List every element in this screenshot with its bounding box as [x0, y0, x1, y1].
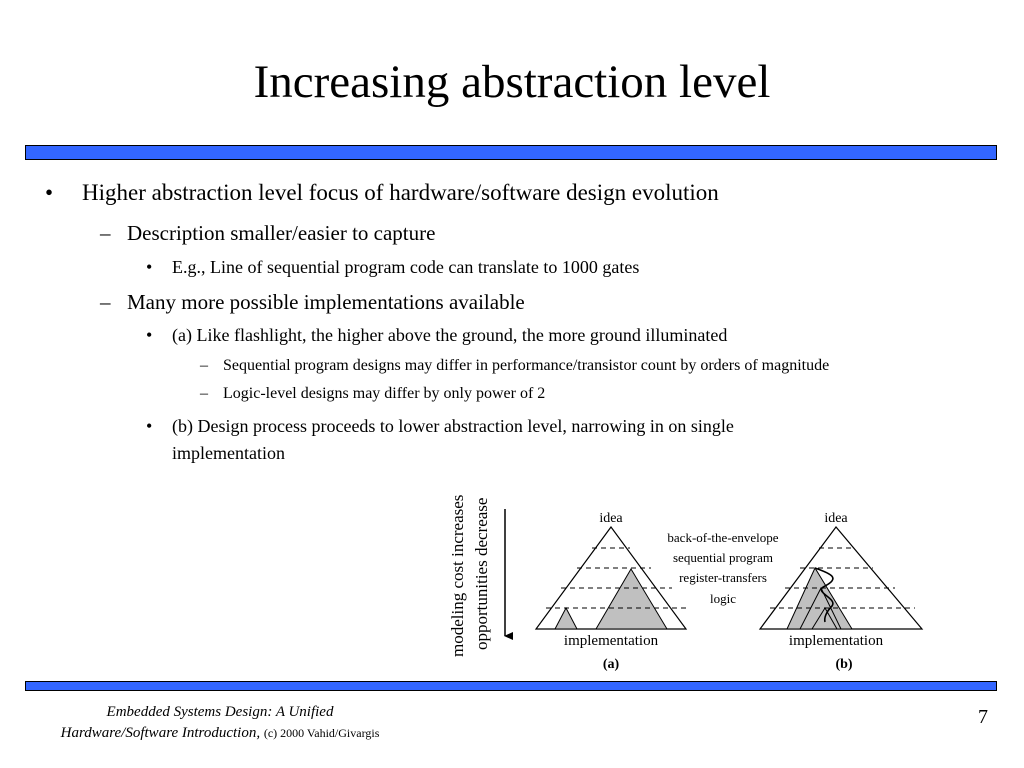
level-label-logic: logic	[710, 591, 736, 606]
narrowing-path-curve	[814, 567, 834, 623]
sub-bullet-text: Description smaller/easier to capture	[127, 221, 436, 245]
level-label-sequential-program: sequential program	[673, 550, 773, 565]
pyramid-a-wide-shaded-region	[595, 568, 668, 630]
page-number: 7	[978, 706, 988, 728]
axis-label-opportunities: opportunities decrease	[472, 498, 491, 650]
pyramid-b-caption: (b)	[835, 657, 852, 672]
pyramid-a: idea implementation (a)	[534, 511, 688, 672]
pyramid-a-top-label: idea	[599, 511, 623, 526]
axis-label-modeling-cost: modeling cost increases	[448, 495, 467, 657]
pyramid-b-top-label: idea	[824, 511, 848, 526]
pyramid-a-caption: (a)	[603, 657, 620, 672]
sub-sub-bullet-text-continued: implementation	[172, 443, 285, 463]
footer-credit: Embedded Systems Design: A Unified Hardw…	[0, 702, 440, 744]
dash-marker: –	[100, 290, 111, 314]
bullet-marker: •	[146, 257, 153, 277]
bullet-marker: •	[146, 416, 153, 436]
footer-book-title-line2: Hardware/Software Introduction, (c) 2000…	[0, 723, 440, 744]
level-labels: back-of-the-envelope sequential program …	[667, 530, 778, 606]
dash-marker: –	[200, 357, 208, 374]
title-rule-bar	[25, 145, 997, 160]
abstraction-pyramids-diagram: modeling cost increases opportunities de…	[448, 495, 924, 672]
pyramid-a-narrow-shaded-region	[554, 606, 578, 630]
pyramid-a-bottom-label: implementation	[564, 633, 659, 649]
level-label-register-transfers: register-transfers	[679, 570, 767, 585]
bullet-text: Higher abstraction level focus of hardwa…	[82, 180, 719, 205]
level4-text: Logic-level designs may differ by only p…	[223, 385, 546, 402]
dash-marker: –	[200, 385, 208, 402]
footer-book-title-line1: Embedded Systems Design: A Unified	[106, 704, 334, 720]
level-label-back-of-envelope: back-of-the-envelope	[667, 530, 778, 545]
dash-marker: –	[100, 221, 111, 245]
sub-bullet-text: Many more possible implementations avail…	[127, 290, 525, 314]
footer-copyright: (c) 2000 Vahid/Givargis	[263, 726, 380, 740]
slide-title: Increasing abstraction level	[253, 56, 771, 108]
sub-sub-bullet-text: (b) Design process proceeds to lower abs…	[172, 416, 734, 436]
bullet-marker: •	[45, 180, 54, 205]
footer-rule-bar	[25, 681, 997, 691]
pyramid-b: idea implementation (b)	[758, 511, 924, 672]
sub-sub-bullet-text: (a) Like flashlight, the higher above th…	[172, 325, 728, 345]
sub-sub-bullet-text: E.g., Line of sequential program code ca…	[172, 257, 640, 277]
footer-book-title-line2-text: Hardware/Software Introduction,	[60, 725, 261, 741]
pyramid-b-bottom-label: implementation	[789, 633, 884, 649]
level4-text: Sequential program designs may differ in…	[223, 357, 830, 374]
bullet-marker: •	[146, 325, 153, 345]
